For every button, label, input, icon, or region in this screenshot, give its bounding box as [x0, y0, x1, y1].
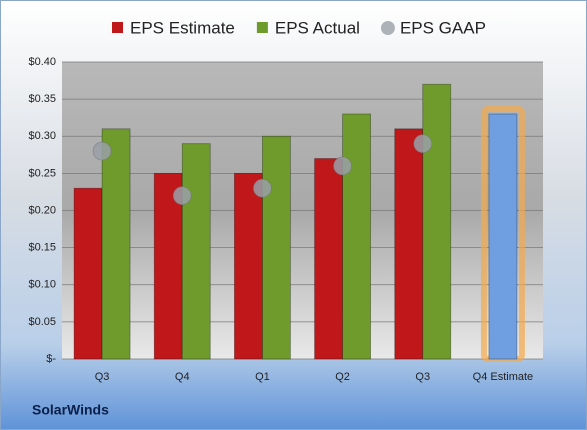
bar	[181, 143, 211, 360]
bar	[101, 128, 131, 360]
gaap-marker	[413, 134, 433, 153]
legend-marker	[380, 21, 395, 35]
bar	[314, 158, 343, 360]
bar	[342, 113, 371, 360]
legend-label: EPS Actual	[275, 18, 360, 37]
bar	[234, 172, 263, 360]
gaap-marker	[172, 186, 192, 205]
y-tick-label: $0.25	[28, 167, 56, 179]
y-tick-label: $0.10	[28, 279, 56, 291]
bar	[394, 128, 424, 360]
y-tick-label: $0.05	[28, 316, 56, 328]
x-tick-label: Q4 Estimate	[473, 371, 534, 383]
legend-label: EPS Estimate	[130, 18, 235, 37]
x-tick-label: Q3	[415, 371, 430, 383]
legend-marker	[112, 22, 123, 33]
y-tick-label: $0.30	[28, 130, 56, 142]
x-tick-label: Q1	[255, 371, 270, 383]
y-tick-label: $0.40	[28, 56, 56, 68]
y-tick-label: $0.35	[28, 93, 56, 105]
y-tick-label: $-	[46, 353, 56, 365]
legend-label: EPS GAAP	[400, 18, 486, 37]
legend-marker	[256, 22, 268, 33]
bar	[488, 113, 518, 360]
x-tick-label: Q2	[335, 371, 350, 383]
y-tick-label: $0.15	[28, 242, 56, 254]
gaap-marker	[92, 141, 112, 161]
x-tick-label: Q3	[95, 371, 110, 383]
bar	[73, 187, 103, 360]
bar	[422, 83, 452, 360]
bar	[153, 172, 183, 360]
y-tick-label: $0.20	[28, 204, 56, 216]
x-tick-label: Q4	[175, 371, 190, 383]
gaap-marker	[253, 178, 272, 198]
gaap-marker	[333, 156, 352, 176]
bar	[262, 135, 291, 360]
footer: SolarWinds	[32, 402, 109, 418]
